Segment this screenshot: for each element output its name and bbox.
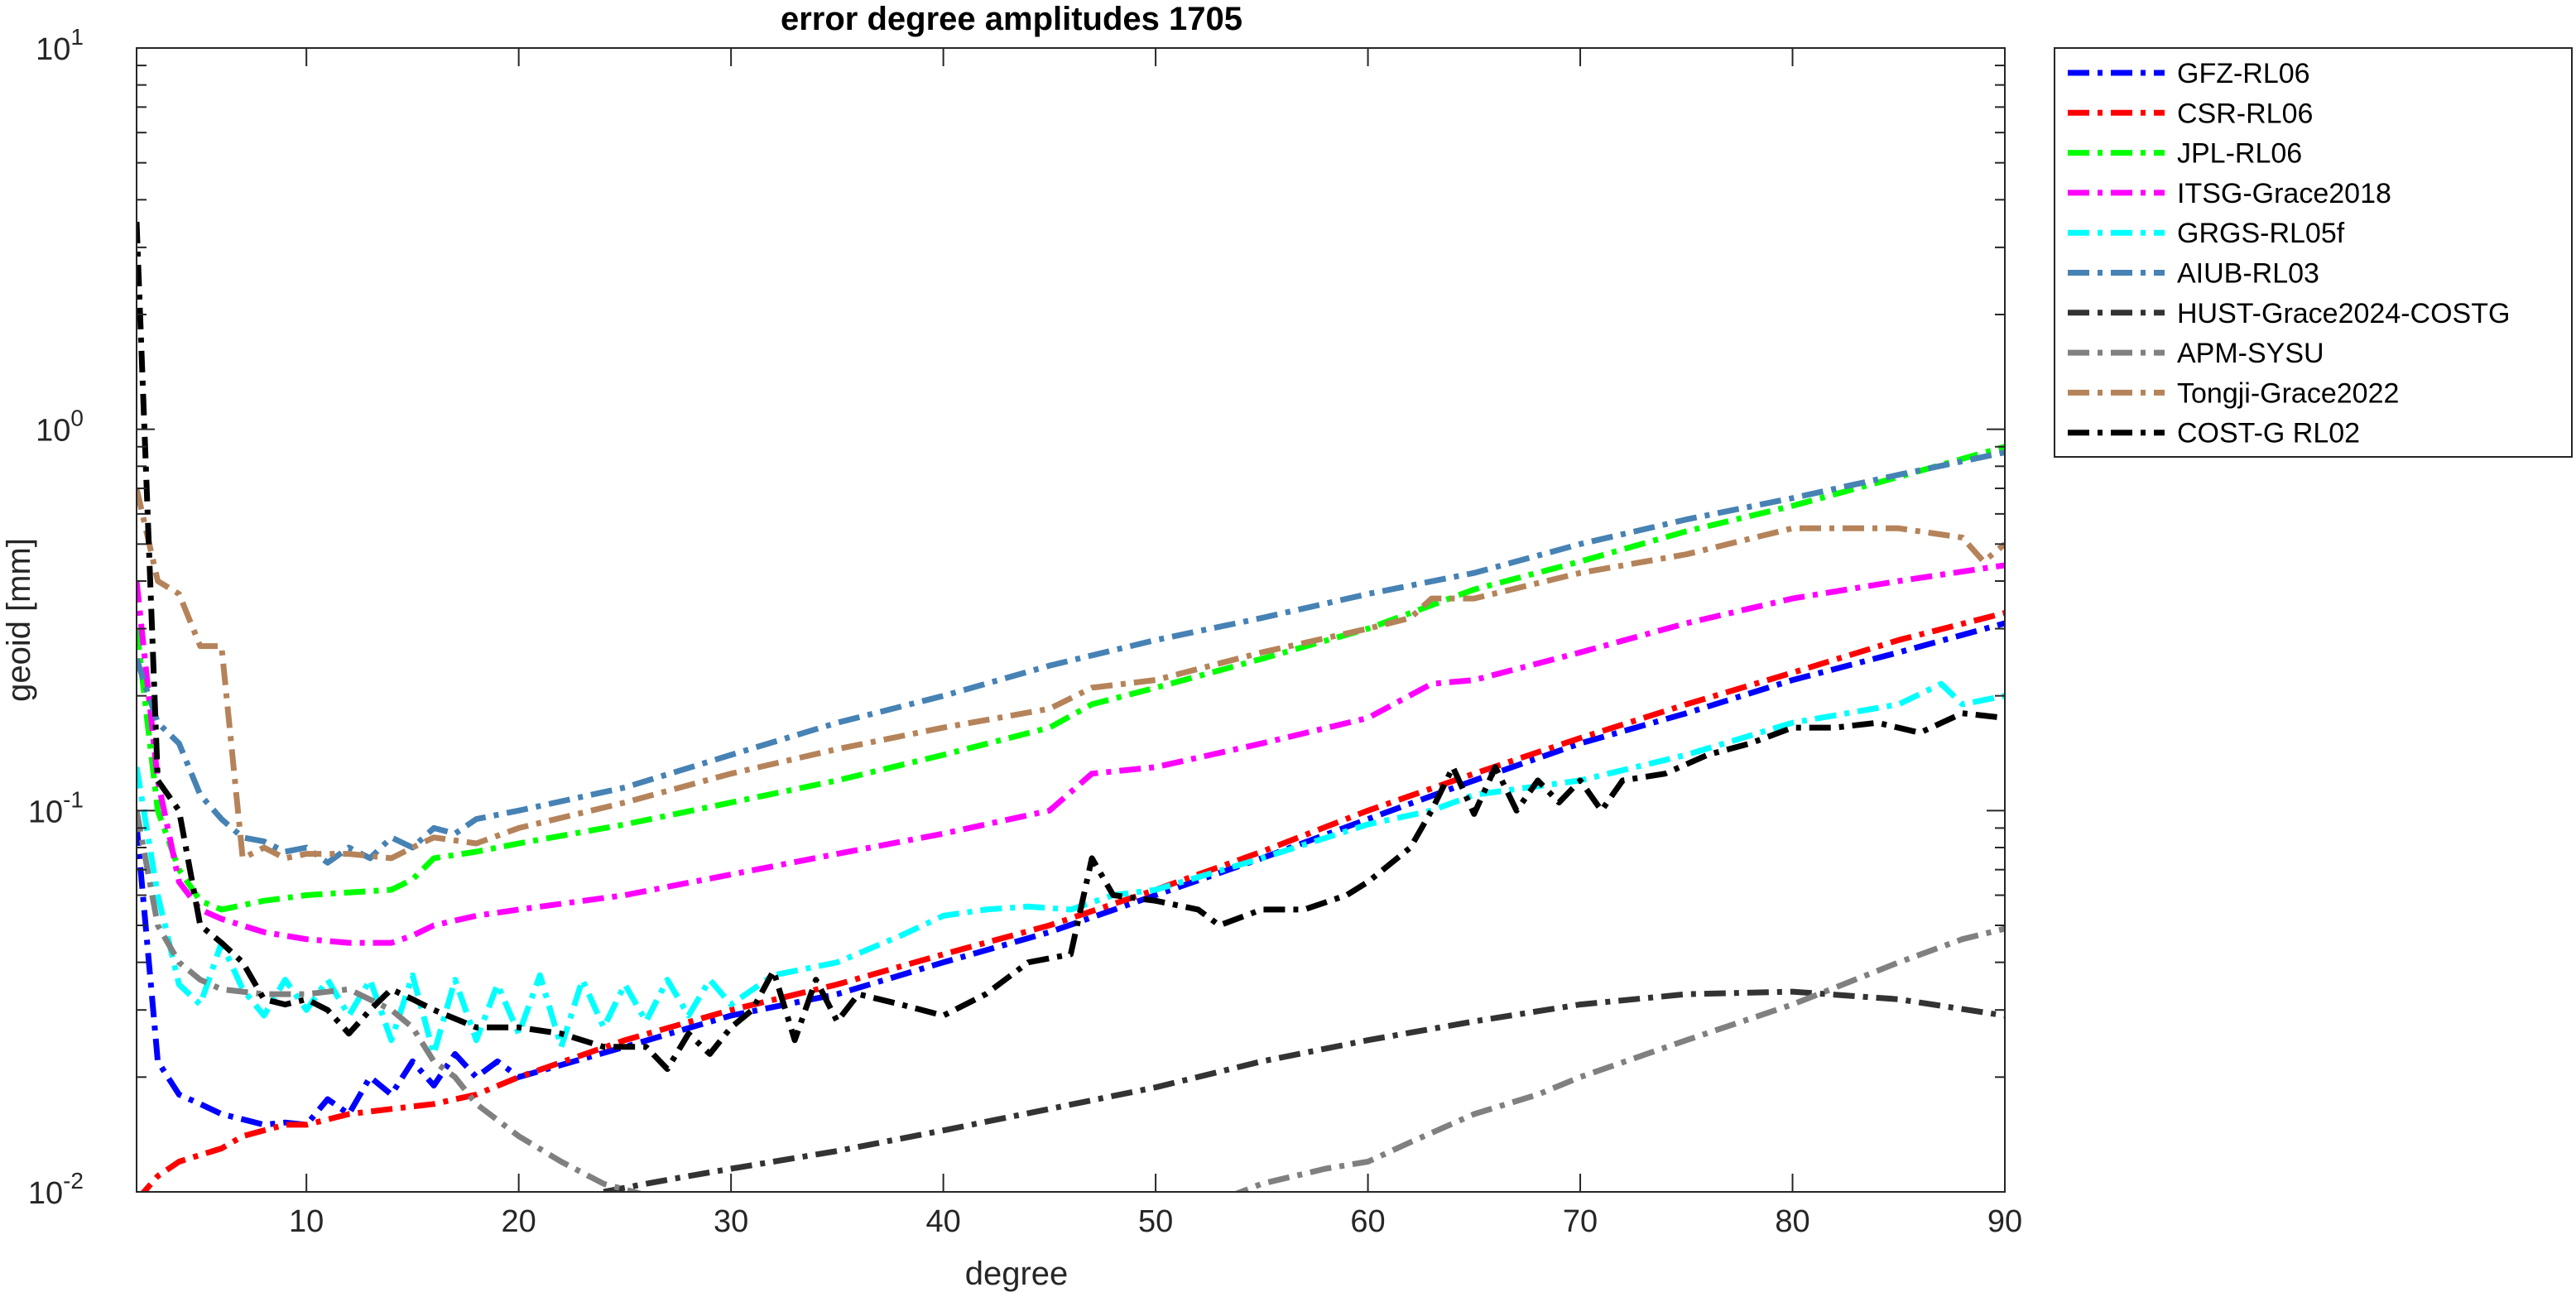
- legend-label: HUST-Grace2024-COSTG: [2177, 298, 2510, 329]
- x-tick-label: 90: [1987, 1204, 2022, 1239]
- y-tick-label-exponent: -1: [63, 786, 84, 812]
- legend-label: JPL-RL06: [2177, 138, 2302, 170]
- y-tick-label: 10-2: [28, 1168, 84, 1211]
- y-tick-label: 10-1: [28, 786, 84, 829]
- y-tick-label-exponent: 0: [70, 406, 84, 431]
- legend-items: GFZ-RL06 CSR-RL06 JPL-RL06 ITSG-Grace2018 GR…: [2068, 58, 2510, 449]
- x-tick-label: 70: [1563, 1204, 1598, 1239]
- series-line-2: [137, 444, 2005, 913]
- legend-item: CSR-RL06: [2068, 98, 2313, 129]
- y-tick-label: 101: [36, 24, 84, 67]
- series-line-8: [137, 488, 2005, 862]
- x-tick-label: 50: [1138, 1204, 1173, 1239]
- legend-box: [2054, 47, 2573, 458]
- series-layer: [137, 221, 2005, 1192]
- x-tick-label: 80: [1775, 1204, 1809, 1239]
- legend-item: COST-G RL02: [2068, 418, 2360, 449]
- legend-label: GRGS-RL05f: [2177, 218, 2345, 249]
- legend-label: APM-SYSU: [2177, 338, 2324, 369]
- legend-item: GFZ-RL06: [2068, 58, 2310, 89]
- chart-title: error degree amplitudes 1705: [781, 1, 1242, 37]
- legend-label: AIUB-RL03: [2177, 258, 2319, 290]
- legend-label: Tongji-Grace2022: [2177, 377, 2399, 409]
- y-tick-label-base: 10: [36, 32, 70, 67]
- legend-label: GFZ-RL06: [2177, 58, 2310, 89]
- legend: GFZ-RL06 CSR-RL06 JPL-RL06 ITSG-Grace2018 GR…: [2054, 47, 2573, 458]
- y-tick-label-base: 10: [36, 414, 70, 449]
- series-line-3: [137, 562, 2005, 946]
- y-axis-title: geoid [mm]: [1, 538, 37, 702]
- legend-item: ITSG-Grace2018: [2068, 178, 2391, 209]
- series-line-7: [137, 809, 2005, 1192]
- y-tick-label: 100: [36, 406, 84, 449]
- legend-item: JPL-RL06: [2068, 138, 2302, 170]
- x-tick-label: 60: [1350, 1204, 1385, 1239]
- legend-label: COST-G RL02: [2177, 418, 2360, 449]
- x-tick-label: 10: [289, 1204, 324, 1239]
- x-tick-label: 30: [714, 1204, 748, 1239]
- y-tick-label-exponent: 1: [70, 24, 84, 50]
- legend-item: Tongji-Grace2022: [2068, 377, 2399, 409]
- legend-label: CSR-RL06: [2177, 98, 2313, 129]
- series-line-4: [137, 680, 2005, 1057]
- series-line-9: [137, 221, 2005, 1073]
- x-tick-label: 20: [502, 1204, 536, 1239]
- series-line-1: [140, 610, 2005, 1192]
- legend-item: HUST-Grace2024-COSTG: [2068, 298, 2510, 329]
- legend-item: GRGS-RL05f: [2068, 218, 2345, 249]
- legend-label: ITSG-Grace2018: [2177, 178, 2391, 209]
- x-tick-label: 40: [925, 1204, 960, 1239]
- x-axis-title: degree: [965, 1256, 1069, 1292]
- legend-item: AIUB-RL03: [2068, 258, 2319, 290]
- y-tick-label-base: 10: [28, 795, 63, 829]
- plot-frame: [136, 47, 2006, 1193]
- y-tick-label-exponent: -2: [63, 1168, 84, 1194]
- legend-item: APM-SYSU: [2068, 338, 2324, 369]
- y-tick-label-base: 10: [28, 1176, 63, 1211]
- series-line-6: [603, 988, 2005, 1192]
- series-line-5: [137, 449, 2005, 866]
